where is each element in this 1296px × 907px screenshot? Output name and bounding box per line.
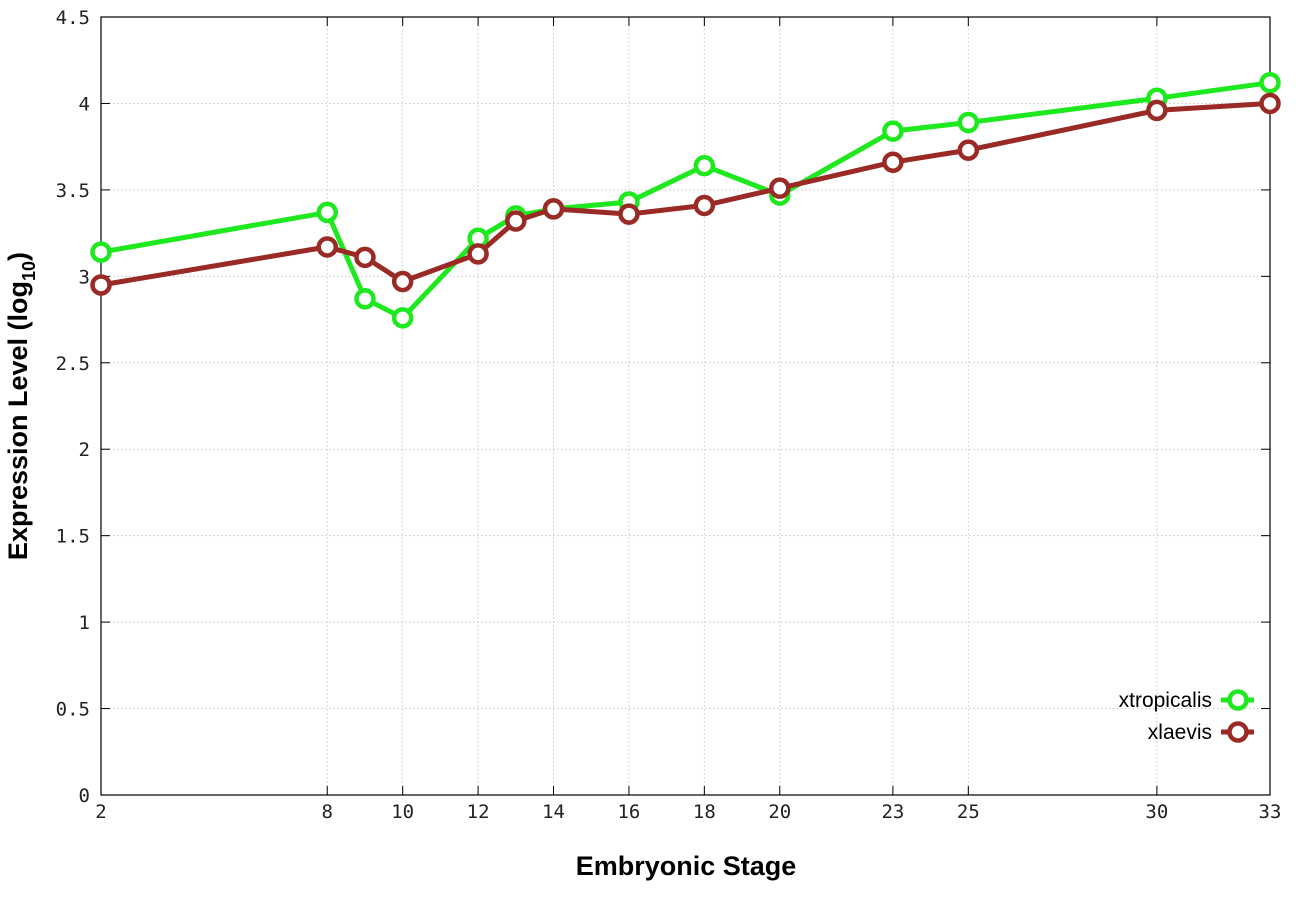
data-point: [1259, 92, 1281, 115]
y-axis-ticks: 0 0.5 1 1.5 2 2.5 3 3.5 4 4.5: [56, 7, 1270, 807]
y-tick-label: 4: [79, 93, 90, 115]
legend-label: xlaevis: [1148, 721, 1212, 744]
data-point: [1146, 99, 1168, 122]
x-tick-label: 20: [768, 801, 791, 823]
y-axis-title-subscript: 10: [19, 261, 39, 281]
x-tick-label: 12: [467, 801, 490, 823]
y-tick-label: 0.5: [56, 699, 90, 721]
y-tick-label: 1: [79, 612, 90, 634]
data-point: [1259, 71, 1281, 94]
y-tick-label: 4.5: [56, 7, 90, 29]
data-point: [957, 139, 980, 161]
data-point: [467, 243, 489, 265]
data-point: [354, 246, 376, 269]
x-tick-label: 8: [322, 801, 333, 823]
data-point: [316, 201, 339, 224]
data-point: [391, 307, 414, 329]
x-tick-label: 25: [957, 801, 980, 823]
data-point: [542, 198, 565, 220]
legend-item: xlaevis: [1148, 721, 1254, 744]
grid-lines: [101, 17, 1270, 795]
x-tick-label: 33: [1259, 801, 1282, 823]
legend-marker: [1227, 721, 1249, 743]
x-tick-label: 23: [881, 801, 904, 823]
x-tick-label: 30: [1145, 801, 1168, 823]
data-point: [391, 270, 414, 293]
x-tick-label: 10: [391, 801, 414, 823]
data-point: [354, 288, 376, 310]
plot-border: [100, 16, 1271, 796]
data-point: [505, 210, 527, 232]
y-tick-label: 2.5: [56, 353, 90, 375]
y-axis-title-close: ): [3, 252, 33, 261]
data-point: [693, 154, 716, 177]
legend-item: xtropicalis: [1119, 689, 1254, 712]
series-line: [100, 80, 1271, 321]
x-tick-label: 18: [693, 801, 716, 823]
series-layer: [90, 71, 1281, 329]
y-tick-label: 1.5: [56, 526, 90, 548]
data-point: [90, 241, 112, 263]
data-point: [957, 111, 980, 134]
data-point: [618, 203, 640, 225]
legend-label: xtropicalis: [1119, 689, 1212, 712]
data-point: [882, 151, 904, 173]
legend-marker: [1227, 689, 1249, 711]
x-tick-label: 14: [542, 801, 565, 823]
y-axis-title: Expression Level (log10): [3, 252, 39, 560]
legend: xtropicalis xlaevis: [1119, 689, 1254, 744]
x-axis-title: Embryonic Stage: [576, 851, 797, 881]
y-tick-label: 3: [79, 266, 90, 288]
x-tick-label: 16: [617, 801, 640, 823]
y-axis-title-main: Expression Level (log: [3, 281, 33, 560]
x-axis-ticks: 2 8 10 12 14 16 18 20 23 25 30 33: [95, 17, 1281, 823]
series-xlaevis: [90, 92, 1281, 296]
x-tick-label: 2: [95, 801, 106, 823]
series-line: [100, 100, 1271, 288]
data-point: [90, 274, 112, 296]
data-point: [316, 236, 339, 258]
data-point: [882, 120, 904, 142]
axes: [100, 16, 1271, 796]
series-xtropicalis: [90, 71, 1281, 329]
y-tick-label: 0: [79, 785, 90, 807]
data-point: [769, 177, 791, 199]
data-point: [693, 194, 716, 217]
y-tick-label: 3.5: [56, 180, 90, 202]
y-tick-label: 2: [79, 439, 90, 461]
